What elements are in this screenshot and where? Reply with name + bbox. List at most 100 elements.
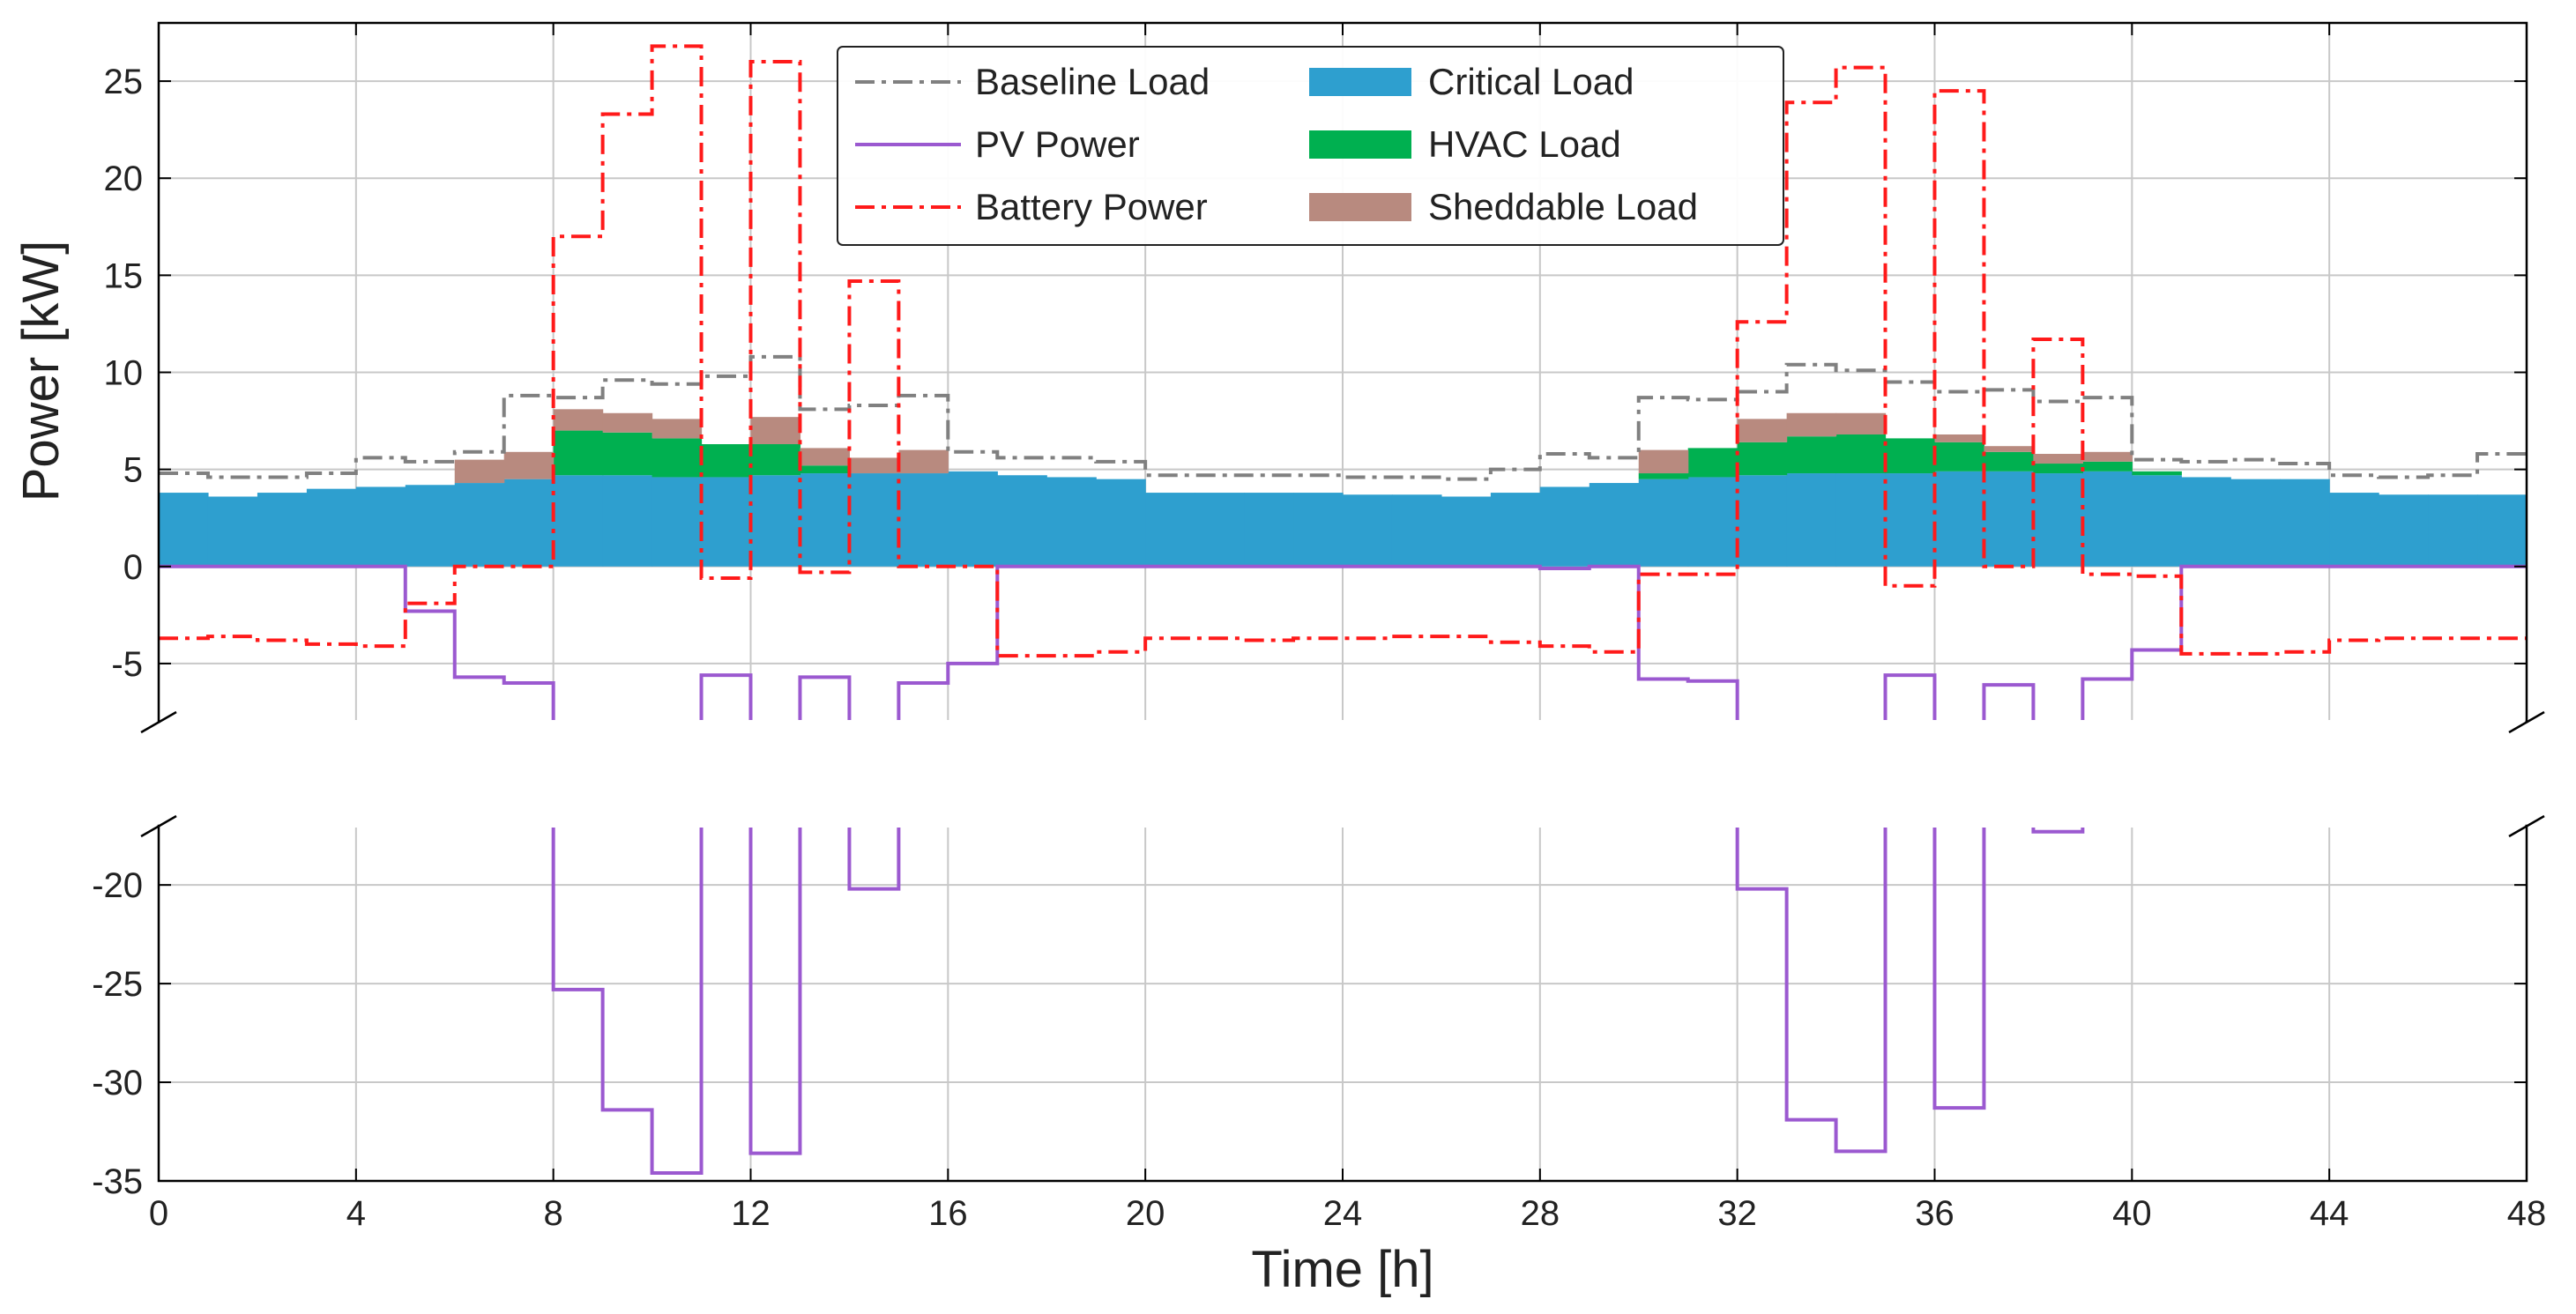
y-tick-label-bottom--30: -30 — [92, 1064, 143, 1102]
bottom-line-layer — [551, 826, 2085, 1176]
legend: Baseline Load PV Power Battery Power Critic… — [837, 46, 1784, 246]
critical-load-area-h44 — [2329, 493, 2379, 567]
pv-power-line-bottom — [551, 826, 2085, 1176]
hvac-load-area-h32 — [1737, 442, 1788, 476]
legend-swatch-hvac-load — [1309, 130, 1411, 159]
x-tick-label-4: 4 — [346, 1194, 366, 1233]
critical-load-area-h25 — [1391, 494, 1442, 567]
axis-break-mark-left-top — [140, 710, 177, 734]
hvac-load-area-h39 — [2082, 461, 2133, 471]
axis-break-mark-right-bottom — [2508, 814, 2545, 838]
x-tick-label-40: 40 — [2112, 1194, 2152, 1233]
sheddable-load-area-h8 — [553, 409, 604, 431]
critical-load-area-h43 — [2280, 479, 2330, 567]
critical-load-area-h41 — [2181, 477, 2231, 567]
critical-load-area-h13 — [800, 473, 851, 567]
critical-load-area-h32 — [1737, 475, 1788, 567]
y-tick-label-top-0: 0 — [123, 548, 143, 587]
tick-label-layer: 0 4 8 12 16 20 24 28 32 36 40 44 482520151050-5-20-2… — [92, 63, 2546, 1233]
critical-load-area-h10 — [651, 477, 703, 567]
x-tick-label-16: 16 — [928, 1194, 968, 1233]
critical-load-area-h31 — [1687, 477, 1738, 567]
legend-swatch-critical-load — [1309, 68, 1411, 96]
y-tick-label-top--5: -5 — [111, 645, 143, 684]
y-tick-label-top-20: 20 — [104, 160, 144, 198]
critical-load-area-h18 — [1046, 477, 1097, 567]
legend-label-pv-power: PV Power — [975, 123, 1140, 165]
critical-load-area-h8 — [553, 475, 604, 567]
critical-load-area-h14 — [849, 473, 899, 567]
critical-load-area-h42 — [2230, 479, 2281, 567]
critical-load-area-h24 — [1343, 494, 1393, 567]
critical-load-area-h7 — [503, 479, 555, 567]
critical-load-area-h34 — [1835, 473, 1887, 567]
sheddable-load-area-h10 — [651, 419, 703, 439]
critical-load-area-h29 — [1589, 483, 1640, 567]
critical-load-area-h40 — [2132, 475, 2182, 567]
critical-load-area-h47 — [2477, 494, 2527, 567]
x-axis-label: Time [h] — [1251, 1241, 1433, 1298]
sheddable-load-area-h36 — [1934, 434, 1985, 442]
x-tick-label-12: 12 — [731, 1194, 771, 1233]
critical-load-area-h36 — [1934, 471, 1985, 567]
critical-load-area-h35 — [1885, 473, 1936, 567]
axis-break-mark-left-bottom — [140, 814, 177, 838]
critical-load-area-h15 — [898, 473, 949, 567]
critical-load-area-h37 — [1984, 471, 2035, 567]
critical-load-area-h1 — [207, 496, 258, 567]
y-tick-label-top-5: 5 — [123, 451, 143, 490]
x-tick-label-28: 28 — [1521, 1194, 1560, 1233]
hvac-load-area-h30 — [1638, 473, 1689, 479]
sheddable-load-area-h13 — [800, 448, 851, 466]
critical-load-area-h45 — [2379, 494, 2429, 567]
x-tick-label-32: 32 — [1717, 1194, 1757, 1233]
y-axis-label: Power [kW] — [12, 241, 70, 502]
legend-swatch-sheddable-load — [1309, 193, 1411, 221]
y-tick-label-bottom--20: -20 — [92, 866, 143, 905]
pv-power-line-top — [159, 564, 2527, 722]
x-tick-label-36: 36 — [1915, 1194, 1954, 1233]
x-tick-label-0: 0 — [149, 1194, 168, 1233]
top-line-layer — [159, 44, 2527, 722]
critical-load-area-h23 — [1293, 493, 1344, 567]
x-tick-label-44: 44 — [2310, 1194, 2349, 1233]
x-tick-label-20: 20 — [1126, 1194, 1165, 1233]
critical-load-area-h11 — [701, 477, 752, 567]
critical-load-area-h22 — [1244, 493, 1294, 567]
y-tick-label-bottom--25: -25 — [92, 965, 143, 1004]
sheddable-load-area-h32 — [1737, 419, 1788, 442]
hvac-load-area-h37 — [1984, 451, 2035, 471]
hvac-load-area-h13 — [800, 465, 851, 474]
sheddable-load-area-h30 — [1638, 449, 1689, 474]
tick-layer — [158, 23, 2528, 1182]
hvac-load-area-h10 — [651, 438, 703, 478]
critical-load-area-h46 — [2428, 494, 2478, 567]
hvac-load-area-h33 — [1786, 436, 1837, 474]
baseline-load-line-top — [159, 354, 2527, 481]
critical-load-area-h21 — [1195, 493, 1245, 567]
legend-label-baseline-load: Baseline Load — [975, 61, 1210, 102]
hvac-load-area-h11 — [701, 444, 752, 478]
hvac-load-area-h40 — [2132, 471, 2182, 476]
sheddable-load-area-h9 — [602, 412, 653, 433]
hvac-load-area-h38 — [2033, 464, 2083, 474]
critical-load-area-h28 — [1539, 486, 1590, 567]
y-tick-label-top-10: 10 — [104, 354, 144, 393]
critical-load-area-h16 — [948, 471, 998, 567]
critical-load-area-h0 — [159, 493, 209, 567]
hvac-load-area-h34 — [1835, 434, 1887, 474]
sheddable-load-area-h38 — [2033, 454, 2083, 464]
sheddable-load-area-h6 — [454, 459, 505, 484]
critical-load-area-h39 — [2082, 471, 2133, 567]
legend-label-critical-load: Critical Load — [1428, 61, 1634, 102]
hvac-load-area-h9 — [602, 432, 653, 476]
sheddable-load-area-h37 — [1984, 446, 2035, 452]
critical-load-area-h5 — [405, 485, 456, 567]
critical-load-area-h17 — [997, 475, 1047, 567]
critical-load-area-h12 — [750, 475, 801, 567]
x-tick-label-48: 48 — [2507, 1194, 2547, 1233]
battery-power-line-top — [159, 44, 2527, 658]
critical-load-area-h2 — [257, 493, 308, 567]
